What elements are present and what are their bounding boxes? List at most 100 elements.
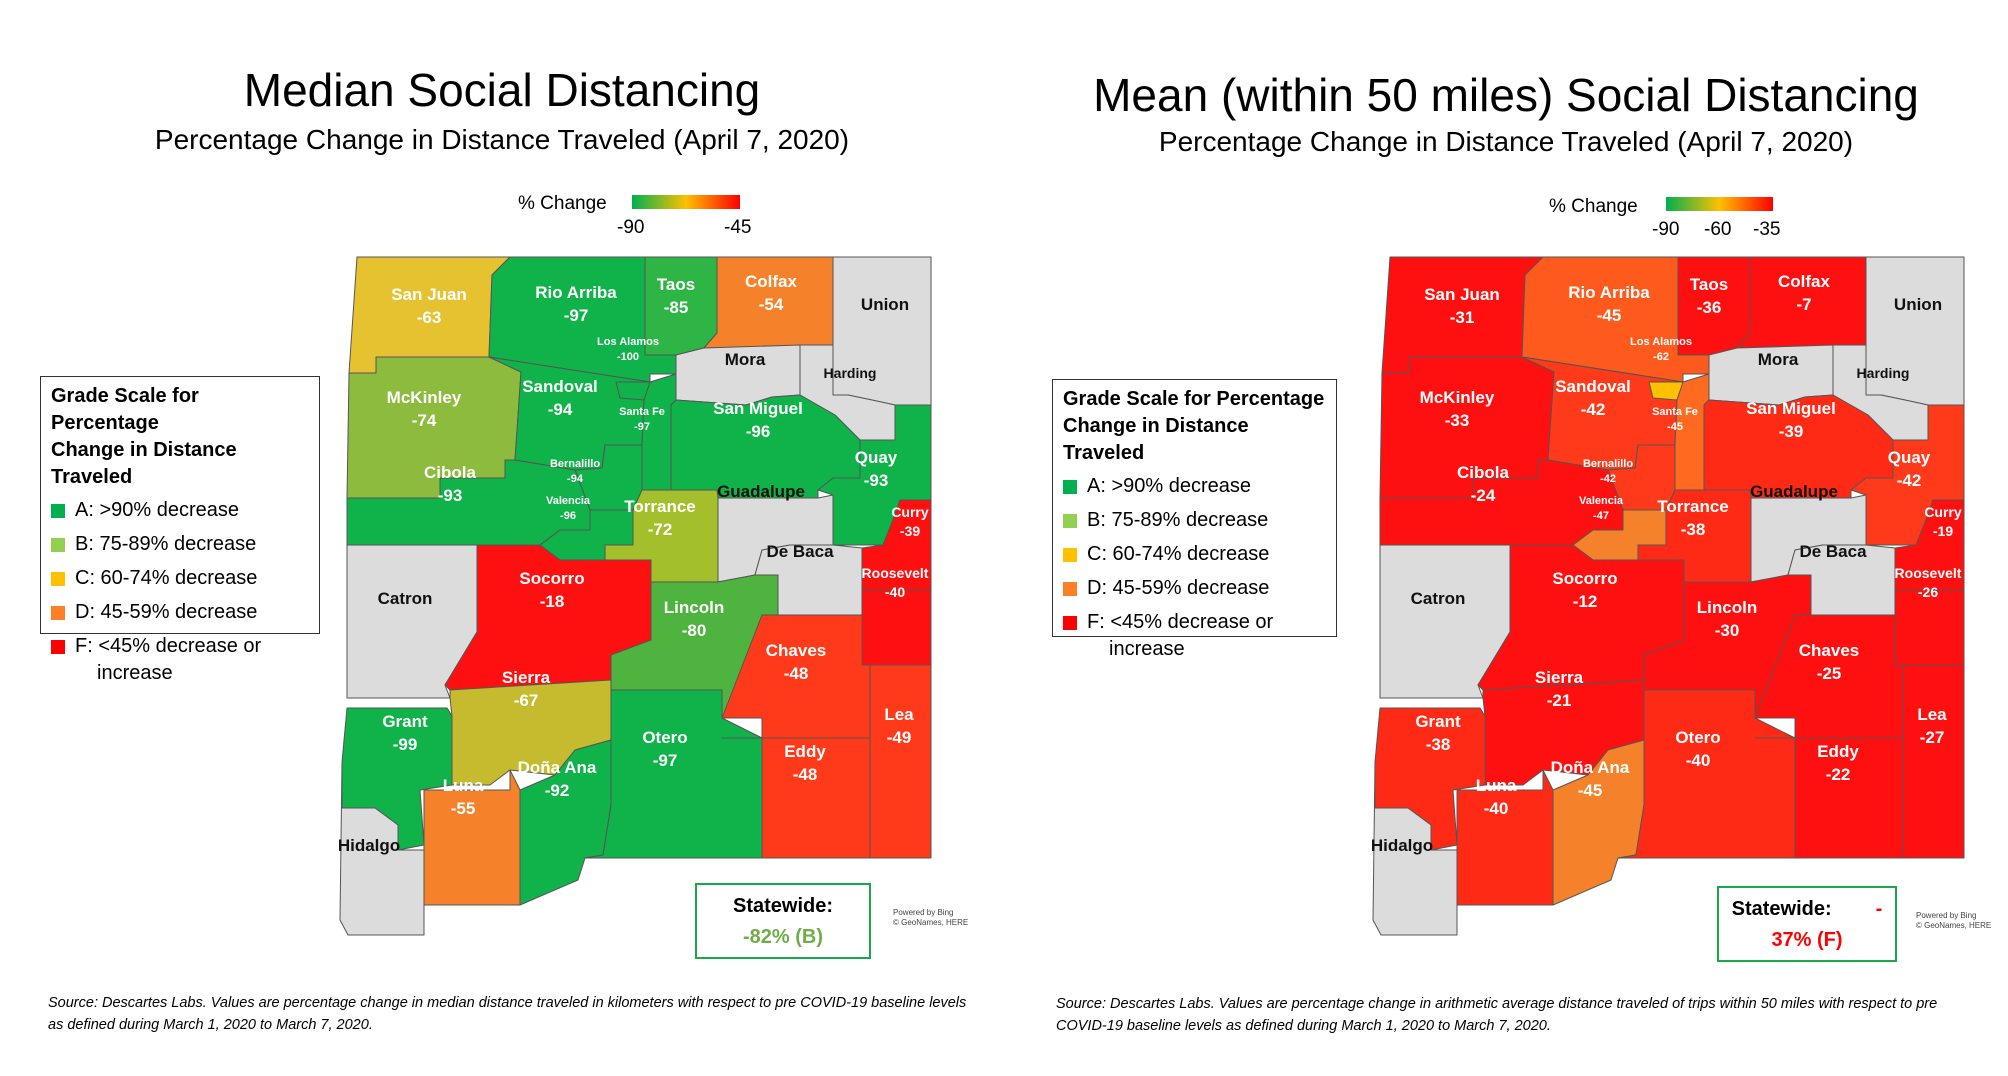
county-label-san-miguel: San Miguel xyxy=(1746,399,1836,418)
county-label-otero: Otero xyxy=(1675,728,1720,747)
county-value-colfax: -54 xyxy=(759,295,784,314)
county-hidalgo xyxy=(1372,761,1458,936)
page-title: Median Social Distancing xyxy=(243,64,761,116)
powered-by-bing: Powered by Bing xyxy=(1916,911,1977,920)
county-lea xyxy=(869,664,932,859)
county-value-eddy: -22 xyxy=(1826,765,1851,784)
county-label-cibola: Cibola xyxy=(1457,463,1509,482)
county-value-dona-ana: -92 xyxy=(545,781,570,800)
county-label-luna: Luna xyxy=(1476,776,1517,795)
county-label-quay: Quay xyxy=(1888,448,1931,467)
county-label-union: Union xyxy=(861,295,909,314)
county-label-roosevelt: Roosevelt xyxy=(862,565,929,581)
county-label-de-baca: De Baca xyxy=(766,542,834,561)
county-label-lincoln: Lincoln xyxy=(664,598,724,617)
county-value-sandoval: -94 xyxy=(548,400,573,419)
county-label-sierra: Sierra xyxy=(502,668,551,687)
grade-legend: Grade Scale for Percentage Change in Dis… xyxy=(40,376,320,684)
county-value-eddy: -48 xyxy=(793,765,818,784)
county-roosevelt xyxy=(1894,589,1965,666)
county-value-lincoln: -80 xyxy=(682,621,707,640)
county-value-curry: -39 xyxy=(900,523,920,539)
county-value-torrance: -38 xyxy=(1681,520,1706,539)
page-subtitle: Percentage Change in Distance Traveled (… xyxy=(154,124,850,155)
statewide-label: Statewide: - xyxy=(1719,898,1895,921)
geonames-credit: © GeoNames, HERE xyxy=(893,918,969,927)
legend-item-d: D: 45-59% decrease xyxy=(51,599,311,626)
legend-swatch xyxy=(51,606,65,620)
county-label-valencia: Valencia xyxy=(546,495,591,507)
county-value-san-juan: -31 xyxy=(1450,308,1475,327)
source-note: Source: Descartes Labs. Values are perce… xyxy=(48,995,967,1033)
statewide-box: Statewide: -82% (B) xyxy=(695,883,871,959)
county-eddy xyxy=(1754,737,1904,859)
county-label-sierra: Sierra xyxy=(1535,668,1584,687)
mean-panel: San Juan -31 Rio Arriba -45 Taos -36 Colfax -7 U… xyxy=(1004,0,2008,1076)
county-value-valencia: -47 xyxy=(1593,510,1609,522)
geonames-credit: © GeoNames, HERE xyxy=(1916,921,1992,930)
county-label-lea: Lea xyxy=(884,705,914,724)
legend-label: F: <45% decrease or xyxy=(75,635,262,657)
legend-swatch xyxy=(1063,480,1077,494)
county-value-san-miguel: -96 xyxy=(746,422,771,441)
statewide-box: Statewide: - 37% (F) xyxy=(1717,886,1897,962)
county-hidalgo xyxy=(339,761,425,936)
county-label-union: Union xyxy=(1894,295,1942,314)
colorbar-label: % Change xyxy=(1549,196,1638,217)
map-credit: Powered by Bing © GeoNames, HERE xyxy=(1916,911,1991,931)
county-label-los-alamos: Los Alamos xyxy=(597,336,659,348)
county-label-sandoval: Sandoval xyxy=(522,377,598,396)
county-eddy xyxy=(721,737,871,859)
county-label-curry: Curry xyxy=(1924,504,1962,520)
county-label-torrance: Torrance xyxy=(624,497,696,516)
county-value-torrance: -72 xyxy=(648,520,673,539)
legend-label: D: 45-59% decrease xyxy=(75,601,258,623)
page-subtitle: Percentage Change in Distance Traveled (… xyxy=(1158,126,1854,157)
statewide-dash: - xyxy=(1875,898,1883,920)
legend-swatch xyxy=(51,640,65,654)
county-label-eddy: Eddy xyxy=(784,742,826,761)
county-value-curry: -19 xyxy=(1933,523,1953,539)
county-value-sierra: -67 xyxy=(514,691,539,710)
county-label-luna: Luna xyxy=(443,776,484,795)
county-value-sierra: -21 xyxy=(1547,691,1572,710)
county-label-rio-arriba: Rio Arriba xyxy=(1568,283,1650,302)
county-label-quay: Quay xyxy=(855,448,898,467)
county-value-colfax: -7 xyxy=(1796,295,1811,314)
county-union xyxy=(832,256,932,406)
county-value-luna: -55 xyxy=(451,799,476,818)
county-value-dona-ana: -45 xyxy=(1578,781,1603,800)
county-value-lincoln: -30 xyxy=(1715,621,1740,640)
county-label-guadalupe: Guadalupe xyxy=(717,482,805,501)
colorbar-tick: -35 xyxy=(1753,219,1781,240)
county-label-sandoval: Sandoval xyxy=(1555,377,1631,396)
county-label-dona-ana: Doña Ana xyxy=(1551,758,1630,777)
statewide-value: -82% (B) xyxy=(742,926,823,948)
legend-swatch xyxy=(1063,616,1077,630)
county-label-hidalgo: Hidalgo xyxy=(338,836,400,855)
median-panel: San Juan -63 Rio Arriba -97 Taos -85 Colfax -54… xyxy=(40,64,969,1033)
legend-title: Grade Scale for Percentage xyxy=(51,385,199,434)
county-label-otero: Otero xyxy=(642,728,687,747)
county-label-dona-ana: Doña Ana xyxy=(518,758,597,777)
county-value-socorro: -18 xyxy=(540,592,565,611)
county-label-cibola: Cibola xyxy=(424,463,476,482)
county-value-valencia: -96 xyxy=(560,510,576,522)
legend-title: Change in Distance Traveled xyxy=(51,439,237,488)
legend-item-f: F: <45% decrease or increase xyxy=(51,633,311,687)
legend-item-f: F: <45% decrease or increase xyxy=(1063,609,1328,663)
county-label-rio-arriba: Rio Arriba xyxy=(535,283,617,302)
county-label-curry: Curry xyxy=(891,504,929,520)
legend-label: A: >90% decrease xyxy=(1087,475,1251,497)
county-label-bernalillo: Bernalillo xyxy=(1583,458,1633,470)
county-label-hidalgo: Hidalgo xyxy=(1371,836,1433,855)
county-label-mckinley: McKinley xyxy=(1420,388,1495,407)
county-value-grant: -38 xyxy=(1426,735,1451,754)
county-label-chaves: Chaves xyxy=(766,641,826,660)
legend-item-d: D: 45-59% decrease xyxy=(1063,575,1328,602)
colorbar-tick: -45 xyxy=(724,217,752,238)
county-label-catron: Catron xyxy=(1411,589,1466,608)
page-title: Mean (within 50 miles) Social Distancing xyxy=(1093,69,1919,121)
county-label-de-baca: De Baca xyxy=(1799,542,1867,561)
county-value-quay: -42 xyxy=(1897,471,1922,490)
